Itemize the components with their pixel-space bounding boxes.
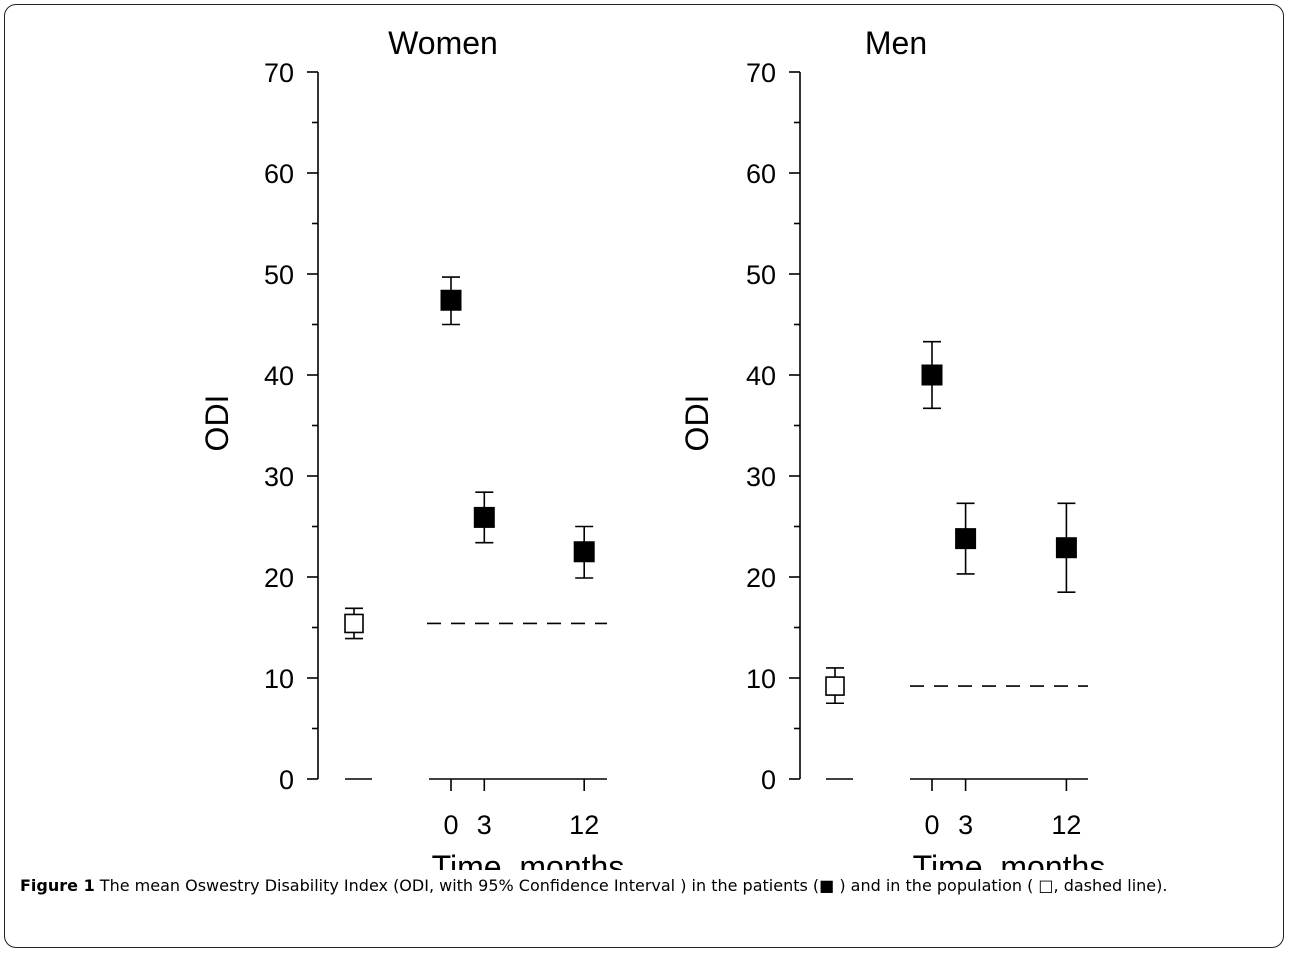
- y-tick-label: 20: [746, 563, 776, 593]
- patient-marker: [473, 506, 495, 528]
- x-axis-label: Time, months: [913, 849, 1106, 870]
- y-tick-label: 10: [264, 664, 294, 694]
- y-tick-label: 70: [264, 58, 294, 88]
- patient-marker: [440, 289, 462, 311]
- figure-caption: Figure 1 The mean Oswestry Disability In…: [20, 875, 1270, 897]
- x-tick-label: 12: [569, 810, 599, 840]
- figure-frame: [4, 4, 1284, 948]
- y-tick-label: 60: [264, 159, 294, 189]
- chart-title: Women: [388, 25, 498, 61]
- x-tick-label: 3: [958, 810, 973, 840]
- x-tick-label: 3: [477, 810, 492, 840]
- patient-marker: [573, 541, 595, 563]
- y-tick-label: 70: [746, 58, 776, 88]
- y-tick-label: 40: [264, 361, 294, 391]
- caption-text: The mean Oswestry Disability Index (ODI,…: [99, 876, 1168, 895]
- y-axis-label: ODI: [199, 395, 235, 452]
- y-tick-label: 30: [746, 462, 776, 492]
- population-marker: [825, 676, 845, 696]
- x-axis-label: Time, months: [432, 849, 625, 870]
- patient-marker: [955, 528, 977, 550]
- y-tick-label: 60: [746, 159, 776, 189]
- y-tick-label: 50: [746, 260, 776, 290]
- x-tick-label: 0: [443, 810, 458, 840]
- y-tick-label: 0: [279, 765, 294, 795]
- y-tick-label: 20: [264, 563, 294, 593]
- population-marker: [344, 613, 364, 634]
- patient-marker: [1055, 537, 1077, 559]
- x-tick-label: 12: [1051, 810, 1081, 840]
- y-tick-label: 30: [264, 462, 294, 492]
- y-tick-label: 0: [761, 765, 776, 795]
- y-tick-label: 50: [264, 260, 294, 290]
- caption-label: Figure 1: [20, 876, 95, 895]
- y-tick-label: 10: [746, 664, 776, 694]
- x-tick-label: 0: [924, 810, 939, 840]
- y-tick-label: 40: [746, 361, 776, 391]
- patient-marker: [921, 364, 943, 386]
- chart-title: Men: [865, 25, 927, 61]
- y-axis-label: ODI: [679, 395, 715, 452]
